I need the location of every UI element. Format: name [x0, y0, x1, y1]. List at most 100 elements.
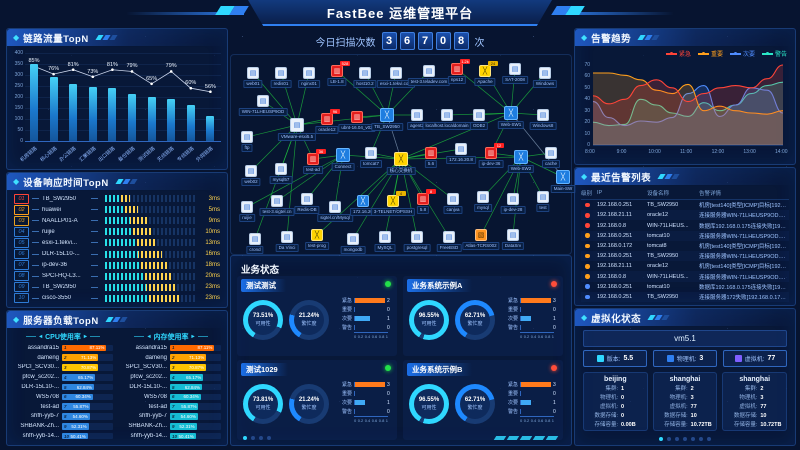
site-card[interactable]: beijing 集群: 1 物理机: 0 虚拟机: 0 数据存储: 0 存储容量: 0.00B	[583, 372, 648, 431]
topology-node[interactable]: ▤	[477, 191, 489, 203]
topology-node[interactable]: ▤	[537, 109, 549, 121]
response-row[interactable]: 08 SPCI-HQ-L3... 20ms	[14, 271, 220, 282]
topology-node[interactable]: ▤	[257, 95, 269, 107]
topology-node[interactable]: ╳	[336, 148, 350, 162]
topology-node[interactable]: ╳	[387, 195, 399, 207]
topology-node[interactable]: ╳	[514, 150, 528, 164]
topology-node[interactable]: ▤	[281, 231, 293, 243]
topology-node[interactable]: ▤	[301, 193, 313, 205]
topology-node[interactable]: ▤	[271, 195, 283, 207]
load-row[interactable]: test-ad 7 55.87%	[13, 402, 113, 411]
alarm-row[interactable]: 192.168.0.251 tomcat10 连接服务器WIN-71LHEUSP9O…	[581, 230, 789, 241]
topology-node[interactable]: ▤	[509, 63, 521, 75]
topology-node[interactable]: ▤	[441, 109, 453, 121]
topology-node[interactable]: ▥	[417, 193, 429, 205]
load-row[interactable]: shfh-yyb-7 8 54.60%	[121, 412, 221, 421]
topology-node[interactable]: ▥	[331, 65, 343, 77]
load-row[interactable]: test-ad 7 55.87%	[121, 402, 221, 411]
topology-node[interactable]: ▤	[411, 109, 423, 121]
alarm-row[interactable]: 192.168.0.251 tomcat10 数据库192.168.0.175连接失…	[581, 282, 789, 292]
topology-node[interactable]: ▤	[365, 147, 377, 159]
alarm-row[interactable]: 192.168.0.251 TB_SW2950 连接服务器172失败[192.168…	[581, 291, 789, 303]
topology-node[interactable]: ▤	[390, 67, 402, 79]
site-card[interactable]: shanghai 集群: 2 物理机: 3 虚拟机: 77 数据存储: 10 存储容量: 10.72…	[652, 372, 718, 431]
legend-item[interactable]: 警告	[761, 49, 787, 58]
topology-node[interactable]: ▤	[241, 201, 253, 213]
topology-node[interactable]: ╳	[311, 229, 323, 241]
load-row[interactable]: dameng 2 71.13%	[121, 353, 221, 362]
topology-node[interactable]: ▤	[245, 165, 257, 177]
response-row[interactable]: 07 ip-dev-36 18ms	[14, 260, 220, 271]
load-row[interactable]: dameng 2 71.13%	[13, 353, 113, 362]
response-row[interactable]: 10 cisco-3550 23ms	[14, 293, 220, 304]
topology-node[interactable]: ▤	[247, 67, 259, 79]
load-row[interactable]: assandra15 1 87.11%	[13, 343, 113, 352]
alarm-row[interactable]: 192.168.21.11 oracle12 连接服务器WIN-71LHEUSP9O…	[581, 210, 789, 221]
response-row[interactable]: 06 DLR-15L10-... 16ms	[14, 249, 220, 260]
site-card[interactable]: shanghai 集群: 2 物理机: 3 虚拟机: 77 数据存储: 10 存储容量: 10.72…	[722, 372, 788, 431]
pagination-dot[interactable]	[251, 436, 255, 440]
topology-node[interactable]: ▤	[537, 191, 549, 203]
load-row[interactable]: shfh-yyb-14... 10 50.41%	[13, 432, 113, 441]
topology-node[interactable]: ▤	[303, 67, 315, 79]
response-row[interactable]: 09 TB_SW2950 23ms	[14, 282, 220, 293]
topology-node[interactable]: ╳	[504, 106, 518, 120]
pagination-dot[interactable]	[243, 436, 247, 440]
load-row[interactable]: WS5708 6 60.34%	[13, 392, 113, 401]
alarm-row[interactable]: 192.168.21.11 oracle12 机房[test140]类型[ICMP]…	[581, 261, 789, 271]
business-card[interactable]: 测试测试 73.51% 可用性 21.24% 繁忙度 紧急 2 重要 0 次要 1 警告 0 0 0.2 0.…	[237, 276, 397, 356]
topology-node[interactable]: ▤	[249, 233, 261, 245]
load-row[interactable]: SPCI_SCV30... 3 70.87%	[121, 363, 221, 372]
topology-node[interactable]: ▤	[359, 67, 371, 79]
topology-node[interactable]: ▥	[351, 111, 363, 123]
topology-node[interactable]: ╳	[479, 65, 491, 77]
pagination-dot[interactable]	[675, 437, 679, 441]
load-row[interactable]: SHBANK-Zh... 9 52.31%	[121, 422, 221, 431]
pagination-dot[interactable]	[267, 436, 271, 440]
response-row[interactable]: 05 esxi-1.tekvi... 13ms	[14, 237, 220, 248]
response-row[interactable]: 02 huawei 5ms	[14, 204, 220, 215]
load-row[interactable]: shfh-yyb-14... 10 50.41%	[121, 432, 221, 441]
topology-node[interactable]: ▤	[411, 231, 423, 243]
topology-node[interactable]: ▤	[507, 193, 519, 205]
alarm-row[interactable]: 192.168.0.172 tomcat8 机房[test140]类型[ICMP]目…	[581, 241, 789, 251]
business-card[interactable]: 业务系统示例B 96.55% 可用性 62.71% 繁忙度 紧急 3 重要 0 次要 1 警告 0 0 0.…	[403, 360, 563, 440]
topology-node[interactable]: ▤	[423, 65, 435, 77]
business-card[interactable]: 业务系统示例A 96.55% 可用性 62.71% 繁忙度 紧急 3 重要 0 次要 1 警告 0 0 0.…	[403, 276, 563, 356]
topology-node[interactable]: ▤	[347, 233, 359, 245]
alarm-row[interactable]: 192.168.0.251 TB_SW2950 连接服务器WIN-71LHEUSP9…	[581, 251, 789, 262]
alarm-row[interactable]: 192.168.0.8 WIN-71LHEUS... 数据库192.168.0.17…	[581, 220, 789, 230]
topology-node[interactable]: ▤	[455, 143, 467, 155]
legend-item[interactable]: 次要	[729, 49, 755, 58]
response-row[interactable]: 04 ruijie 10ms	[14, 226, 220, 237]
topology-node[interactable]: ▤	[507, 229, 519, 241]
alarm-row[interactable]: 192.168.0.8 WIN-71LHEUS... 连接服务器WIN-71LHEU…	[581, 271, 789, 282]
topology-node[interactable]: ▥	[451, 63, 463, 75]
topology-node[interactable]: ▤	[473, 109, 485, 121]
topology-node[interactable]: ▥	[307, 153, 319, 165]
topology-node[interactable]: ▤	[545, 147, 557, 159]
pagination-dot[interactable]	[691, 437, 695, 441]
topology-node[interactable]: ╳	[394, 152, 408, 166]
pagination-dot[interactable]	[667, 437, 671, 441]
topology-node[interactable]: ╳	[556, 170, 570, 184]
trend-legend[interactable]: 紧急 重要 次要 警告	[665, 49, 787, 58]
network-topology-map[interactable]: ▤ web01 ▤ redis01 ▤ nginx01 ▥ LB-1.8 528 ▤ host10.…	[230, 54, 576, 255]
topology-node[interactable]: ╳	[357, 195, 369, 207]
legend-item[interactable]: 紧急	[665, 49, 691, 58]
topology-node[interactable]: ▤	[290, 118, 304, 132]
topology-node[interactable]: ▤	[443, 231, 455, 243]
topology-node[interactable]: ▤	[275, 67, 287, 79]
pagination-dot[interactable]	[699, 437, 703, 441]
topology-node[interactable]: ▥	[425, 147, 437, 159]
topology-node[interactable]: ╳	[380, 108, 394, 122]
load-row[interactable]: pfcw_sc202... 4 65.17%	[121, 373, 221, 382]
business-card[interactable]: 测试1029 73.81% 可用性 21.24% 繁忙度 紧急 3 重要 0 次要 1 警告 0 0 0.2…	[237, 360, 397, 440]
topology-node[interactable]: ▥	[485, 147, 497, 159]
response-row[interactable]: 01 TB_SW2950 3ms	[14, 193, 220, 204]
load-row[interactable]: WS5708 6 60.34%	[121, 392, 221, 401]
pagination-dot[interactable]	[259, 436, 263, 440]
business-pagination-dots[interactable]	[243, 436, 271, 440]
load-row[interactable]: assandra15 1 87.11%	[121, 343, 221, 352]
virtualization-pagination-dots[interactable]	[659, 437, 711, 441]
